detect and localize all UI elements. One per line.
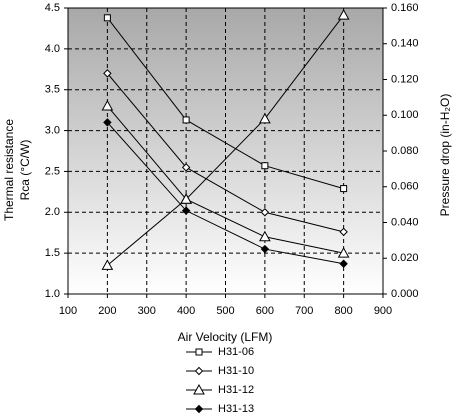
x-tick-label: 500: [216, 305, 234, 317]
marker: [195, 348, 203, 356]
x-tick-label: 900: [374, 305, 392, 317]
marker: [339, 227, 348, 237]
marker: [259, 112, 271, 124]
marker: [340, 185, 348, 193]
marker: [101, 259, 114, 270]
series-line: [106, 73, 344, 233]
marker: [337, 9, 350, 20]
y2-tick-label: 0.000: [391, 288, 419, 300]
series-line: [106, 17, 344, 190]
y2-axis-label: Pressure drop (in-H₂O): [438, 94, 452, 217]
marker: [182, 116, 190, 124]
marker: [194, 366, 204, 376]
y-axis-label: Thermal resistance: [2, 119, 16, 221]
plot-frame: [67, 7, 384, 295]
y-tick-label: 3.5: [45, 84, 60, 96]
marker: [103, 118, 112, 127]
x-tick-label: 800: [334, 305, 352, 317]
y2-tick-label: 0.120: [391, 73, 419, 85]
y2-tick-label: 0.040: [391, 216, 419, 228]
y-tick-label: 1.0: [45, 288, 60, 300]
y2-tick-label: 0.060: [391, 181, 419, 193]
y-tick-label: 3.0: [45, 124, 60, 136]
marker: [261, 162, 269, 170]
marker: [180, 193, 192, 204]
y2-tick-label: 0.080: [391, 145, 419, 157]
x-tick-label: 600: [256, 305, 274, 317]
marker: [181, 163, 191, 172]
x-tick-label: 200: [98, 305, 116, 317]
marker: [337, 247, 350, 258]
marker: [260, 208, 270, 217]
x-tick-label: 400: [177, 305, 195, 317]
y2-tick-label: 0.140: [391, 38, 419, 50]
y2-tick-label: 0.100: [391, 109, 419, 121]
y2-tick-label: 0.020: [391, 252, 419, 264]
legend-label: H31-13: [218, 403, 254, 415]
x-tick-label: 700: [295, 305, 313, 317]
marker: [260, 244, 270, 254]
marker: [103, 14, 111, 22]
legend-label: H31-12: [218, 384, 254, 396]
marker: [193, 383, 205, 395]
y-tick-label: 2.5: [45, 165, 60, 177]
marker: [103, 69, 112, 78]
x-tick-label: 100: [59, 305, 77, 317]
marker: [339, 259, 348, 268]
y-tick-label: 1.5: [45, 247, 60, 259]
series-line: [106, 105, 344, 254]
y-tick-label: 4.5: [45, 2, 60, 14]
x-axis-label: Air Velocity (LFM): [178, 330, 273, 344]
marker: [259, 230, 271, 242]
marker: [194, 404, 204, 414]
y-tick-label: 2.0: [45, 206, 60, 218]
y-tick-label: 4.0: [45, 43, 60, 55]
series-line: [107, 122, 344, 265]
y2-tick-label: 0.160: [391, 2, 419, 14]
y-axis-label: Rca (°C/W): [18, 140, 32, 201]
series-line: [107, 14, 345, 266]
legend-label: H31-10: [218, 365, 254, 377]
x-tick-label: 300: [138, 305, 156, 317]
marker: [101, 100, 114, 111]
marker: [181, 206, 191, 215]
legend-label: H31-06: [218, 346, 254, 358]
